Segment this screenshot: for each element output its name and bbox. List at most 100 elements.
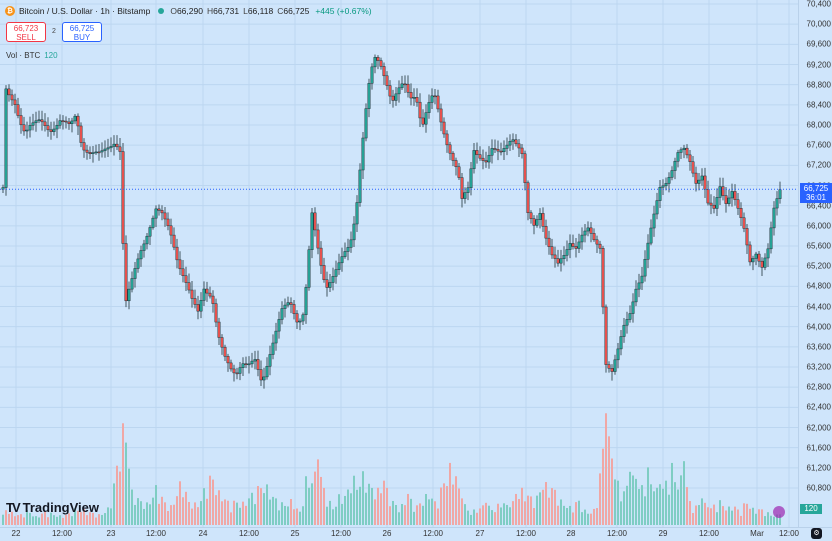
candle-body <box>490 148 494 156</box>
candle-body <box>568 243 572 250</box>
candle-body <box>253 359 257 362</box>
candle-body <box>685 147 689 156</box>
volume-bar <box>752 507 754 525</box>
candle-body <box>181 268 185 277</box>
sell-button[interactable]: 66,723 SELL <box>6 22 46 42</box>
volume-bar <box>134 504 136 525</box>
candle-body <box>55 124 59 130</box>
volume-bar <box>152 497 154 525</box>
volume-bar <box>32 516 34 525</box>
volume-bar <box>704 502 706 525</box>
volume-bar <box>578 500 580 525</box>
price-tick-label: 61,600 <box>806 443 831 453</box>
candle-body <box>505 144 509 149</box>
tradingview-logo[interactable]: TV TradingView <box>6 500 99 515</box>
volume-bar <box>446 486 448 525</box>
candle-body <box>601 248 605 308</box>
candle-body <box>259 369 263 381</box>
candle-body <box>748 244 752 263</box>
candle-body <box>13 99 17 105</box>
volume-bar <box>68 513 70 525</box>
candle-body <box>241 363 245 368</box>
candle-body <box>472 150 476 170</box>
candle-body <box>631 301 635 314</box>
volume-bar <box>449 462 451 525</box>
volume-bar <box>380 493 382 525</box>
candle-body <box>463 192 467 199</box>
volume-bar <box>731 510 733 525</box>
volume-bar <box>290 499 292 525</box>
volume-bar <box>29 512 31 525</box>
candle-body <box>370 66 374 84</box>
price-tick-label: 65,200 <box>806 261 831 271</box>
time-axis[interactable]: 22 12:00 23 12:00 24 12:00 25 12:00 26 12:00 27 12:… <box>0 527 832 541</box>
volume-bar <box>17 515 19 525</box>
volume-bar <box>602 448 604 525</box>
price-chart-plot[interactable] <box>0 0 798 527</box>
volume-bar <box>365 492 367 525</box>
time-tick-label: 12:00 <box>330 529 352 538</box>
candle-body <box>649 227 653 244</box>
price-tick-label: 64,000 <box>806 322 831 332</box>
candle-body <box>466 187 470 193</box>
candle-body <box>202 288 206 301</box>
candle-body <box>82 142 86 151</box>
candle-body <box>418 101 422 119</box>
time-axis-settings-icon[interactable]: ⚙ <box>811 528 822 539</box>
volume-bar <box>716 512 718 525</box>
candle-body <box>565 249 569 256</box>
candle-body <box>112 143 116 147</box>
sell-label: SELL <box>16 33 36 42</box>
volume-bar <box>485 502 487 525</box>
candle-body <box>664 183 668 187</box>
volume-bar <box>443 483 445 525</box>
close-label: C <box>277 6 284 16</box>
candle-body <box>157 208 161 211</box>
event-marker-icon[interactable] <box>773 506 785 518</box>
volume-bar <box>698 505 700 525</box>
high-value: 66,731 <box>213 6 240 16</box>
time-tick-label: 22 <box>11 529 21 538</box>
symbol-title[interactable]: Bitcoin / U.S. Dollar · 1h · Bitstamp <box>19 6 151 16</box>
volume-bar <box>230 512 232 525</box>
sell-price: 66,723 <box>13 24 39 33</box>
volume-bar <box>722 506 724 525</box>
volume-bar <box>335 506 337 525</box>
candle-body <box>547 237 551 247</box>
candle-body <box>250 360 254 365</box>
candle-body <box>169 225 173 236</box>
candle-body <box>724 195 728 204</box>
candle-body <box>655 200 659 215</box>
candle-body <box>7 88 11 96</box>
candle-body <box>208 292 212 297</box>
volume-bar <box>65 515 67 525</box>
volume-bar <box>650 484 652 525</box>
volume-bar <box>11 511 13 525</box>
volume-bar <box>692 513 694 525</box>
volume-bar <box>218 490 220 525</box>
candle-body <box>643 259 647 277</box>
candle-body <box>277 319 281 332</box>
symbol-header: ₿ Bitcoin / U.S. Dollar · 1h · Bitstamp … <box>5 4 372 18</box>
volume-indicator-legend[interactable]: Vol · BTC 120 <box>6 51 58 60</box>
volume-bar <box>506 504 508 525</box>
price-axis[interactable]: 70,400 70,000 69,600 69,200 68,800 68,400 68,0… <box>798 0 832 527</box>
volume-bar <box>767 512 769 525</box>
candle-body <box>133 268 137 279</box>
volume-bar <box>584 509 586 525</box>
buy-button[interactable]: 66,725 BUY <box>62 22 102 42</box>
volume-bar <box>626 485 628 525</box>
volume-bar <box>281 502 283 525</box>
volume-bar <box>248 498 250 525</box>
candle-body <box>286 302 290 306</box>
volume-bar <box>359 486 361 525</box>
price-tick-label: 62,800 <box>806 382 831 392</box>
candle-body <box>433 95 437 98</box>
volume-bar <box>377 487 379 525</box>
volume-bar <box>299 511 301 525</box>
candle-body <box>130 278 134 290</box>
candle-body <box>508 140 512 146</box>
volume-bar <box>305 476 307 525</box>
candle-body <box>40 119 44 123</box>
volume-bar <box>455 476 457 525</box>
